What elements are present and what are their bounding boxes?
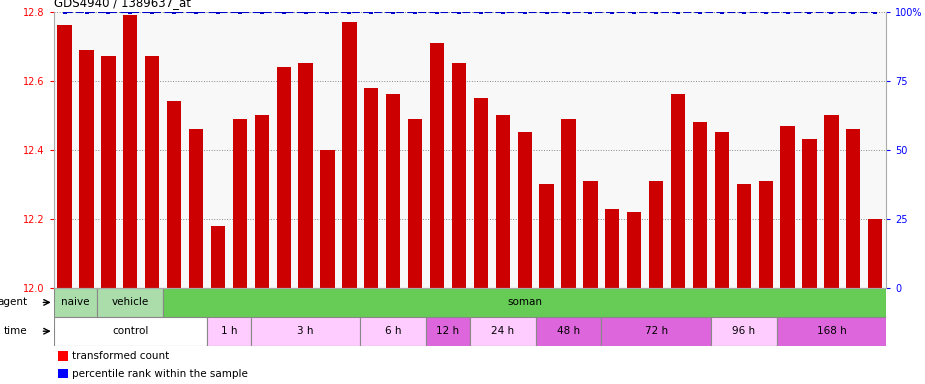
Bar: [97, 288, 163, 317]
Bar: [211, 226, 225, 288]
Bar: [693, 122, 707, 288]
Bar: [408, 119, 422, 288]
Bar: [277, 67, 290, 288]
Bar: [649, 181, 663, 288]
Bar: [57, 25, 72, 288]
Text: 96 h: 96 h: [733, 326, 756, 336]
Bar: [123, 15, 138, 288]
Bar: [386, 94, 401, 288]
Text: 3 h: 3 h: [297, 326, 314, 336]
Bar: [299, 63, 313, 288]
Text: control: control: [112, 326, 149, 336]
Bar: [824, 115, 838, 288]
Bar: [54, 317, 207, 346]
Bar: [711, 317, 777, 346]
Bar: [320, 150, 335, 288]
Bar: [605, 209, 620, 288]
Bar: [536, 317, 601, 346]
Bar: [496, 115, 510, 288]
Bar: [102, 56, 116, 288]
Bar: [163, 288, 886, 317]
Bar: [474, 98, 488, 288]
Bar: [561, 119, 575, 288]
Bar: [802, 139, 817, 288]
Bar: [58, 351, 68, 361]
Bar: [781, 126, 795, 288]
Bar: [868, 219, 882, 288]
Bar: [58, 369, 68, 378]
Bar: [251, 317, 361, 346]
Text: naive: naive: [61, 297, 90, 308]
Text: 12 h: 12 h: [437, 326, 460, 336]
Bar: [233, 119, 247, 288]
Text: 168 h: 168 h: [817, 326, 846, 336]
Bar: [80, 50, 93, 288]
Text: percentile rank within the sample: percentile rank within the sample: [72, 369, 248, 379]
Bar: [470, 317, 536, 346]
Bar: [715, 132, 729, 288]
Bar: [518, 132, 532, 288]
Bar: [342, 22, 356, 288]
Bar: [430, 43, 444, 288]
Bar: [207, 317, 251, 346]
Bar: [671, 94, 685, 288]
Bar: [167, 101, 181, 288]
Text: 1 h: 1 h: [221, 326, 237, 336]
Bar: [846, 129, 860, 288]
Text: 72 h: 72 h: [645, 326, 668, 336]
Bar: [451, 63, 466, 288]
Bar: [189, 129, 204, 288]
Text: GDS4940 / 1389637_at: GDS4940 / 1389637_at: [54, 0, 191, 9]
Bar: [254, 115, 269, 288]
Bar: [539, 184, 554, 288]
Bar: [54, 288, 97, 317]
Text: soman: soman: [507, 297, 542, 308]
Bar: [364, 88, 378, 288]
Text: vehicle: vehicle: [112, 297, 149, 308]
Text: agent: agent: [0, 297, 28, 308]
Bar: [584, 181, 598, 288]
Bar: [777, 317, 886, 346]
Bar: [758, 181, 772, 288]
Text: time: time: [4, 326, 28, 336]
Bar: [145, 56, 159, 288]
Bar: [601, 317, 711, 346]
Text: 6 h: 6 h: [385, 326, 401, 336]
Text: 24 h: 24 h: [491, 326, 514, 336]
Bar: [361, 317, 426, 346]
Text: 48 h: 48 h: [557, 326, 580, 336]
Bar: [736, 184, 751, 288]
Bar: [627, 212, 641, 288]
Text: transformed count: transformed count: [72, 351, 169, 361]
Bar: [426, 317, 470, 346]
